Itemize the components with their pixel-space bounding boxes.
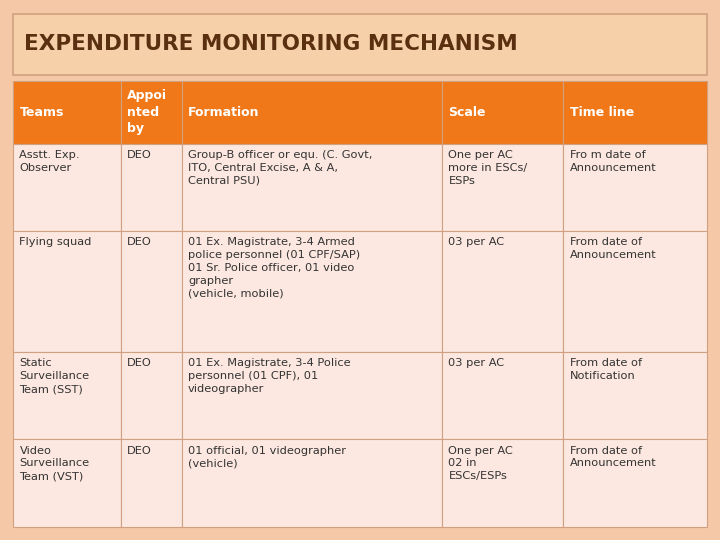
Text: DEO: DEO [127,237,152,247]
Text: Formation: Formation [188,106,260,119]
Text: 01 Ex. Magistrate, 3-4 Armed
police personnel (01 CPF/SAP)
01 Sr. Police officer: 01 Ex. Magistrate, 3-4 Armed police pers… [188,237,360,299]
FancyBboxPatch shape [442,439,563,526]
FancyBboxPatch shape [13,14,707,75]
FancyBboxPatch shape [563,231,707,352]
Text: Group-B officer or equ. (C. Govt,
ITO, Central Excise, A & A,
Central PSU): Group-B officer or equ. (C. Govt, ITO, C… [188,150,372,186]
FancyBboxPatch shape [13,144,120,231]
FancyBboxPatch shape [563,144,707,231]
FancyBboxPatch shape [120,81,181,144]
FancyBboxPatch shape [120,352,181,439]
Text: One per AC
02 in
ESCs/ESPs: One per AC 02 in ESCs/ESPs [449,446,513,481]
Text: DEO: DEO [127,446,152,456]
FancyBboxPatch shape [181,81,442,144]
FancyBboxPatch shape [442,231,563,352]
Text: 03 per AC: 03 per AC [449,237,505,247]
FancyBboxPatch shape [181,352,442,439]
FancyBboxPatch shape [442,352,563,439]
FancyBboxPatch shape [181,231,442,352]
Text: Teams: Teams [19,106,64,119]
Text: DEO: DEO [127,150,152,160]
FancyBboxPatch shape [120,439,181,526]
FancyBboxPatch shape [181,439,442,526]
Text: EXPENDITURE MONITORING MECHANISM: EXPENDITURE MONITORING MECHANISM [24,34,518,55]
Text: Video
Surveillance
Team (VST): Video Surveillance Team (VST) [19,446,89,481]
FancyBboxPatch shape [13,231,120,352]
FancyBboxPatch shape [442,144,563,231]
Text: Time line: Time line [570,106,634,119]
FancyBboxPatch shape [563,352,707,439]
Text: One per AC
more in ESCs/
ESPs: One per AC more in ESCs/ ESPs [449,150,528,186]
Text: 01 Ex. Magistrate, 3-4 Police
personnel (01 CPF), 01
videographer: 01 Ex. Magistrate, 3-4 Police personnel … [188,359,351,394]
Text: Scale: Scale [449,106,486,119]
FancyBboxPatch shape [13,352,120,439]
Text: 01 official, 01 videographer
(vehicle): 01 official, 01 videographer (vehicle) [188,446,346,469]
FancyBboxPatch shape [120,144,181,231]
FancyBboxPatch shape [13,81,120,144]
FancyBboxPatch shape [563,439,707,526]
Text: DEO: DEO [127,359,152,368]
Text: From date of
Announcement: From date of Announcement [570,446,657,469]
Text: Static
Surveillance
Team (SST): Static Surveillance Team (SST) [19,359,89,394]
Text: Flying squad: Flying squad [19,237,92,247]
Text: Appoi
nted
by: Appoi nted by [127,90,167,136]
Text: 03 per AC: 03 per AC [449,359,505,368]
Text: From date of
Announcement: From date of Announcement [570,237,657,260]
Text: Asstt. Exp.
Observer: Asstt. Exp. Observer [19,150,80,173]
FancyBboxPatch shape [13,439,120,526]
FancyBboxPatch shape [181,144,442,231]
Text: From date of
Notification: From date of Notification [570,359,642,381]
Text: Fro m date of
Announcement: Fro m date of Announcement [570,150,657,173]
FancyBboxPatch shape [442,81,563,144]
FancyBboxPatch shape [120,231,181,352]
FancyBboxPatch shape [563,81,707,144]
